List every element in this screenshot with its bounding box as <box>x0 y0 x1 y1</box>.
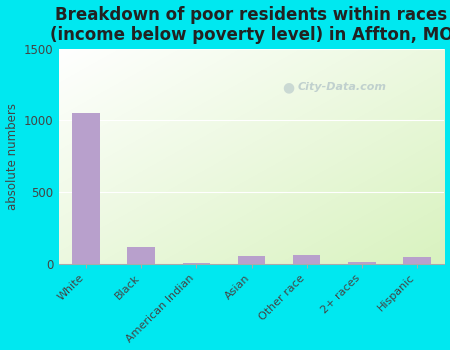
Bar <box>403 257 431 264</box>
Title: Breakdown of poor residents within races
(income below poverty level) in Affton,: Breakdown of poor residents within races… <box>50 6 450 44</box>
Bar <box>293 255 320 264</box>
Bar <box>348 261 376 264</box>
Bar <box>127 247 155 264</box>
Bar <box>72 113 100 264</box>
Y-axis label: absolute numbers: absolute numbers <box>5 103 18 210</box>
Text: City-Data.com: City-Data.com <box>298 82 387 92</box>
Bar <box>183 263 210 264</box>
Bar <box>238 256 266 264</box>
Text: ●: ● <box>283 80 294 94</box>
